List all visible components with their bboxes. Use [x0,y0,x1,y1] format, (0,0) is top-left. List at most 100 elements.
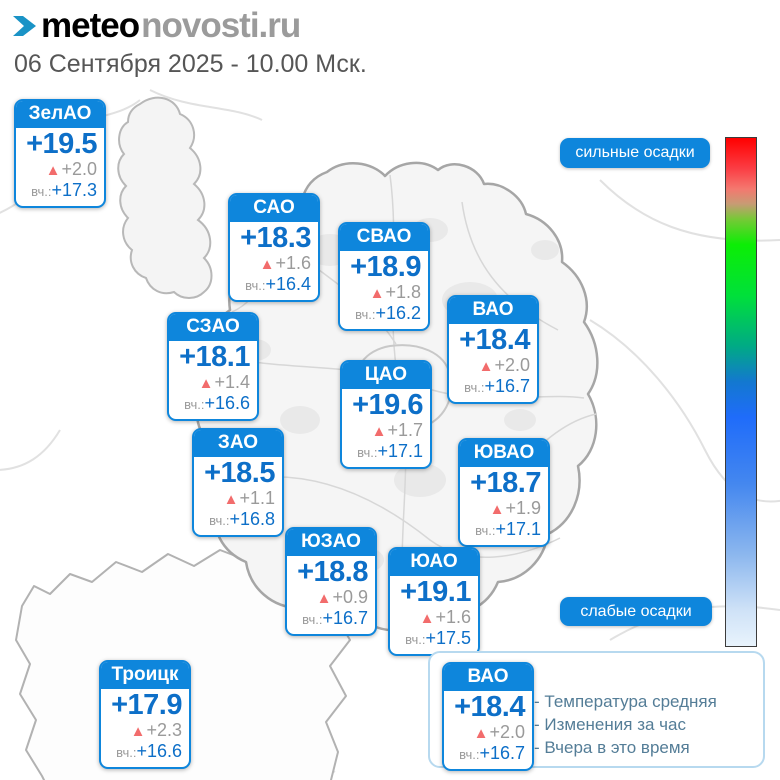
district-card: Троицк +17.9 ▲+2.3 вч.:+16.6 [99,660,191,769]
district-change-value: +2.0 [494,355,530,375]
legend-line: - Температура средняя [534,692,717,711]
precipitation-colorbar [725,137,757,647]
district-temperature: +19.6 [352,389,423,421]
district-temperature: +18.7 [470,467,541,499]
zelenograd-corridor-boundary [117,96,213,299]
district-temperature: +18.3 [240,222,311,254]
district-change-value: +1.9 [505,498,541,518]
up-triangle-icon: ▲ [259,256,275,273]
yesterday-label: вч.: [405,632,426,647]
yesterday-label: вч.: [464,380,485,395]
district-change-value: +1.6 [275,253,311,273]
district-card-body: +18.3 ▲+1.6 вч.:+16.4 [230,222,318,300]
yesterday-label: вч.: [475,523,496,538]
district-yesterday-row: вч.:+16.6 [108,741,182,763]
logo-text-black: meteo [41,6,140,45]
district-card-body: +18.4 ▲+2.0 вч.:+16.7 [449,324,537,402]
legend-sample-card: ВАО +18.4 ▲+2.0 вч.:+16.7 [442,662,534,771]
district-card-body: +18.1 ▲+1.4 вч.:+16.6 [169,341,257,419]
district-change-value: +2.3 [146,720,182,740]
district-name: ВАО [444,664,532,691]
district-card: ЗАО +18.5 ▲+1.1 вч.:+16.8 [192,428,284,537]
district-yesterday-row: вч.:+17.1 [349,441,423,463]
yesterday-label: вч.: [31,184,52,199]
district-change-value: +1.4 [214,372,250,392]
district-yesterday-row: вч.:+17.1 [467,519,541,541]
date-heading: 06 Сентября 2025 - 10.00 Мск. [14,50,367,78]
district-temperature: +19.5 [26,128,97,160]
district-temperature: +18.4 [454,691,525,723]
up-triangle-icon: ▲ [489,501,505,518]
yesterday-label: вч.: [302,612,323,627]
district-yesterday-value: +16.2 [375,303,421,323]
district-change-value: +1.7 [387,420,423,440]
district-yesterday-row: вч.:+16.4 [237,274,311,296]
district-card: ЗелАО +19.5 ▲+2.0 вч.:+17.3 [14,99,106,208]
district-yesterday-value: +16.7 [322,608,368,628]
district-change-row: ▲+1.1 [201,489,275,509]
district-card-body: +18.9 ▲+1.8 вч.:+16.2 [340,251,428,329]
district-card: САО +18.3 ▲+1.6 вч.:+16.4 [228,193,320,302]
district-name: ЮВАО [460,440,548,467]
district-yesterday-row: вч.:+16.6 [176,393,250,415]
up-triangle-icon: ▲ [371,423,387,440]
district-temperature: +17.9 [111,689,182,721]
yesterday-label: вч.: [209,513,230,528]
district-name: Троицк [101,662,189,689]
district-card: ЮАО +19.1 ▲+1.6 вч.:+17.5 [388,547,480,656]
yesterday-label: вч.: [355,307,376,322]
district-card: ЮЗАО +18.8 ▲+0.9 вч.:+16.7 [285,527,377,636]
district-yesterday-value: +16.4 [265,274,311,294]
up-triangle-icon: ▲ [223,491,239,508]
district-change-row: ▲+2.0 [23,160,97,180]
district-name: СВАО [340,224,428,251]
district-yesterday-row: вч.:+16.8 [201,509,275,531]
up-triangle-icon: ▲ [369,285,385,302]
district-change-row: ▲+1.4 [176,373,250,393]
district-name: ЗелАО [16,101,104,128]
district-yesterday-value: +17.1 [377,441,423,461]
district-card-body: +18.7 ▲+1.9 вч.:+17.1 [460,467,548,545]
district-card-body: +18.8 ▲+0.9 вч.:+16.7 [287,556,375,634]
district-card-body: +18.5 ▲+1.1 вч.:+16.8 [194,457,282,535]
district-change-value: +2.0 [61,159,97,179]
district-change-row: ▲+1.6 [397,608,471,628]
district-temperature: +18.5 [204,457,275,489]
legend-line: - Вчера в это время [534,738,690,757]
district-yesterday-value: +16.7 [479,743,525,763]
district-card: ЦАО +19.6 ▲+1.7 вч.:+17.1 [340,360,432,469]
district-yesterday-value: +16.6 [136,741,182,761]
district-yesterday-value: +16.8 [229,509,275,529]
district-yesterday-row: вч.:+17.5 [397,628,471,650]
district-change-row: ▲+2.0 [456,356,530,376]
district-yesterday-row: вч.:+16.7 [294,608,368,630]
district-card: ЮВАО +18.7 ▲+1.9 вч.:+17.1 [458,438,550,547]
district-yesterday-value: +17.3 [51,180,97,200]
district-yesterday-value: +16.7 [484,376,530,396]
district-yesterday-row: вч.:+16.2 [347,303,421,325]
district-name: ЦАО [342,362,430,389]
district-name: СЗАО [169,314,257,341]
district-change-value: +1.6 [435,607,471,627]
legend: - Температура средняя - Изменения за час -… [428,651,765,771]
district-card-body: +17.9 ▲+2.3 вч.:+16.6 [101,689,189,767]
district-temperature: +18.8 [297,556,368,588]
district-change-value: +0.9 [332,587,368,607]
up-triangle-icon: ▲ [473,725,489,742]
logo-text-gray: novosti.ru [141,6,301,45]
up-triangle-icon: ▲ [198,375,214,392]
district-yesterday-value: +17.1 [495,519,541,539]
scale-top-label: сильные осадки [560,138,710,168]
district-yesterday-value: +16.6 [204,393,250,413]
district-yesterday-row: вч.:+16.7 [451,743,525,765]
district-change-row: ▲+1.6 [237,254,311,274]
up-triangle-icon: ▲ [45,162,61,179]
up-triangle-icon: ▲ [130,723,146,740]
logo[interactable]: meteo novosti.ru [12,6,301,46]
district-name: САО [230,195,318,222]
district-change-value: +1.1 [239,488,275,508]
up-triangle-icon: ▲ [316,590,332,607]
logo-chevron-icon [13,16,36,36]
district-temperature: +18.9 [350,251,421,283]
